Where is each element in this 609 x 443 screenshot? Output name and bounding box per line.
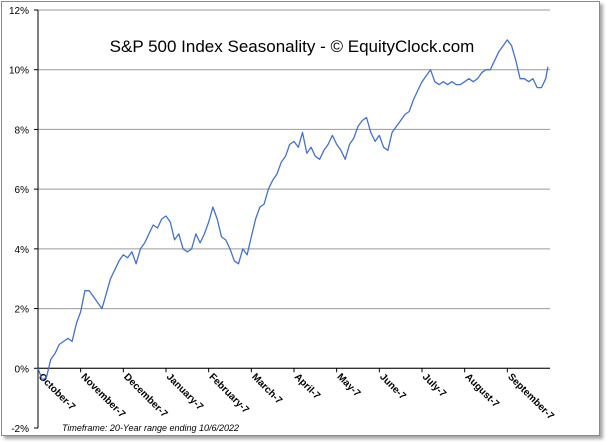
y-tick-label: 4% [15,245,30,256]
y-tick-label: -2% [11,424,29,435]
y-tick-label: 6% [15,185,30,196]
chart-title: S&P 500 Index Seasonality - © EquityCloc… [110,37,475,56]
y-tick-label: 12% [9,6,29,17]
timeframe-note: Timeframe: 20-Year range ending 10/6/202… [62,423,239,433]
seasonality-line [37,39,549,381]
y-tick-label: 2% [15,305,30,316]
y-tick-label: 10% [9,66,29,77]
y-tick-label: 0% [15,364,30,375]
series-layer [37,39,549,381]
plot-area [38,10,550,428]
y-tick-labels: -2% 0% 2% 4% 6% 8% 10% 12% [9,6,29,435]
y-tick-label: 8% [15,125,30,136]
